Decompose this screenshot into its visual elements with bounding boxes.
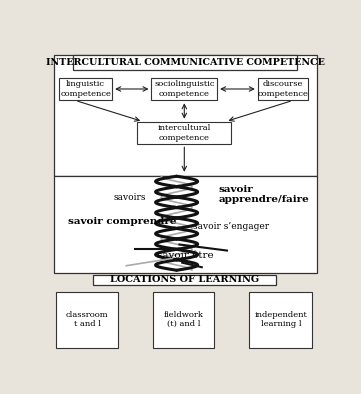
FancyBboxPatch shape [59,78,112,100]
Text: INTERCULTURAL COMMUNICATIVE COMPETENCE: INTERCULTURAL COMMUNICATIVE COMPETENCE [45,58,325,67]
FancyBboxPatch shape [153,292,214,348]
FancyBboxPatch shape [249,292,312,348]
FancyBboxPatch shape [93,275,276,284]
Text: intercultural
competence: intercultural competence [158,125,211,141]
FancyBboxPatch shape [73,56,297,70]
Text: savoir
apprendre/faire: savoir apprendre/faire [219,185,309,204]
Text: savoir comprendre: savoir comprendre [68,217,176,226]
FancyBboxPatch shape [152,78,217,100]
Text: savoir être: savoir être [157,251,213,260]
Text: LOCATIONS OF LEARNING: LOCATIONS OF LEARNING [110,275,259,284]
Text: discourse
competence: discourse competence [257,80,308,98]
FancyBboxPatch shape [53,55,317,176]
FancyBboxPatch shape [56,292,118,348]
Text: savoir s’engager: savoir s’engager [193,222,270,231]
FancyBboxPatch shape [258,78,308,100]
Text: sociolinguistic
competence: sociolinguistic competence [154,80,214,98]
Text: savoirs: savoirs [113,193,146,202]
FancyBboxPatch shape [53,176,317,273]
Text: fieldwork
(t) and l: fieldwork (t) and l [164,311,204,328]
Text: classroom
t and l: classroom t and l [66,311,108,328]
Text: linguistic
competence: linguistic competence [60,80,111,98]
FancyBboxPatch shape [138,122,231,144]
Text: independent
learning l: independent learning l [255,311,307,328]
